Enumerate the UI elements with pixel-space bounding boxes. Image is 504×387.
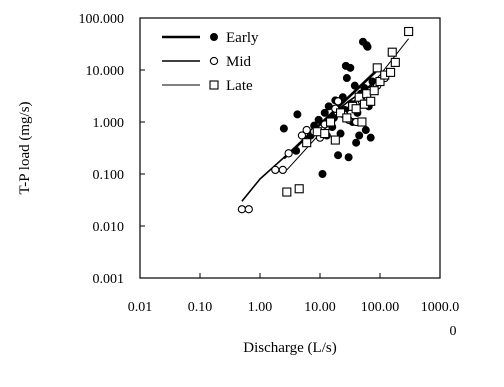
point-late <box>386 67 396 77</box>
y-tick-label: 10.000 <box>86 64 125 79</box>
x-tick-label: 1000.0 0 <box>421 300 460 339</box>
y-axis-title: T-P load (mg/s) <box>17 101 33 194</box>
point-early <box>334 151 343 160</box>
legend-marker-mid <box>209 56 219 66</box>
point-early <box>318 169 327 178</box>
x-tick-label: 10.00 <box>304 300 336 315</box>
point-late <box>404 26 414 37</box>
point-late <box>312 127 322 137</box>
x-tick-label-wrap: 0 <box>450 324 457 339</box>
point-early <box>320 108 329 117</box>
point-late <box>351 104 361 114</box>
point-early <box>366 133 375 142</box>
point-early <box>279 124 288 133</box>
point-early <box>352 138 361 147</box>
y-tick-label: 0.100 <box>93 168 125 183</box>
point-late <box>372 63 382 73</box>
x-tick-label: 0.10 <box>188 300 213 315</box>
point-late <box>294 184 304 194</box>
point-mid <box>302 125 311 135</box>
point-early <box>342 74 351 83</box>
x-tick-label: 0.01 <box>128 300 153 315</box>
x-tick-label: 100.00 <box>361 300 400 315</box>
point-early <box>355 131 364 140</box>
point-late <box>362 89 372 99</box>
point-early <box>314 115 323 124</box>
point-early <box>336 129 345 138</box>
point-mid <box>244 205 253 214</box>
point-early <box>363 42 372 51</box>
point-late <box>302 138 312 148</box>
trend-line-late <box>286 38 409 171</box>
y-tick-label: 1.000 <box>93 116 125 131</box>
legend-marker-late <box>209 80 219 90</box>
x-tick-label: 1.00 <box>248 300 273 315</box>
point-early <box>292 146 301 155</box>
point-late <box>369 86 379 96</box>
point-early <box>361 126 370 135</box>
point-late <box>366 96 376 106</box>
point-early <box>350 81 359 90</box>
legend-marker-early <box>209 33 218 42</box>
legend-label-mid: Mid <box>226 54 252 70</box>
point-mid <box>333 97 343 106</box>
point-late <box>320 128 330 139</box>
point-early <box>293 110 302 119</box>
point-early <box>344 153 353 162</box>
x-axis-ticks: 0.01 0.10 1.00 10.00 100.00 1000.0 0 <box>128 273 460 339</box>
y-tick-label: 0.010 <box>93 220 125 235</box>
point-late <box>282 187 292 197</box>
legend: Early Mid Late <box>162 30 259 94</box>
legend-label-late: Late <box>226 78 253 94</box>
plot-frame <box>139 17 441 279</box>
point-late <box>357 117 367 127</box>
point-late <box>375 76 385 87</box>
point-late <box>342 113 352 123</box>
y-axis-ticks: 0.001 0.010 0.100 1.000 10.000 100.000 <box>79 12 145 287</box>
point-mid <box>237 205 247 214</box>
point-late <box>330 135 340 145</box>
point-late <box>335 108 346 118</box>
point-mid <box>297 131 307 140</box>
point-late <box>387 47 397 57</box>
y-tick-label: 100.000 <box>79 12 125 27</box>
point-late <box>390 57 400 67</box>
point-mid <box>278 165 287 175</box>
legend-label-early: Early <box>226 30 259 46</box>
point-early <box>346 63 355 72</box>
point-mid <box>271 165 280 175</box>
y-tick-label: 0.001 <box>93 272 125 287</box>
point-mid <box>284 149 293 158</box>
x-axis-title: Discharge (L/s) <box>243 340 336 356</box>
point-late <box>326 117 336 127</box>
data-markers <box>237 26 414 214</box>
